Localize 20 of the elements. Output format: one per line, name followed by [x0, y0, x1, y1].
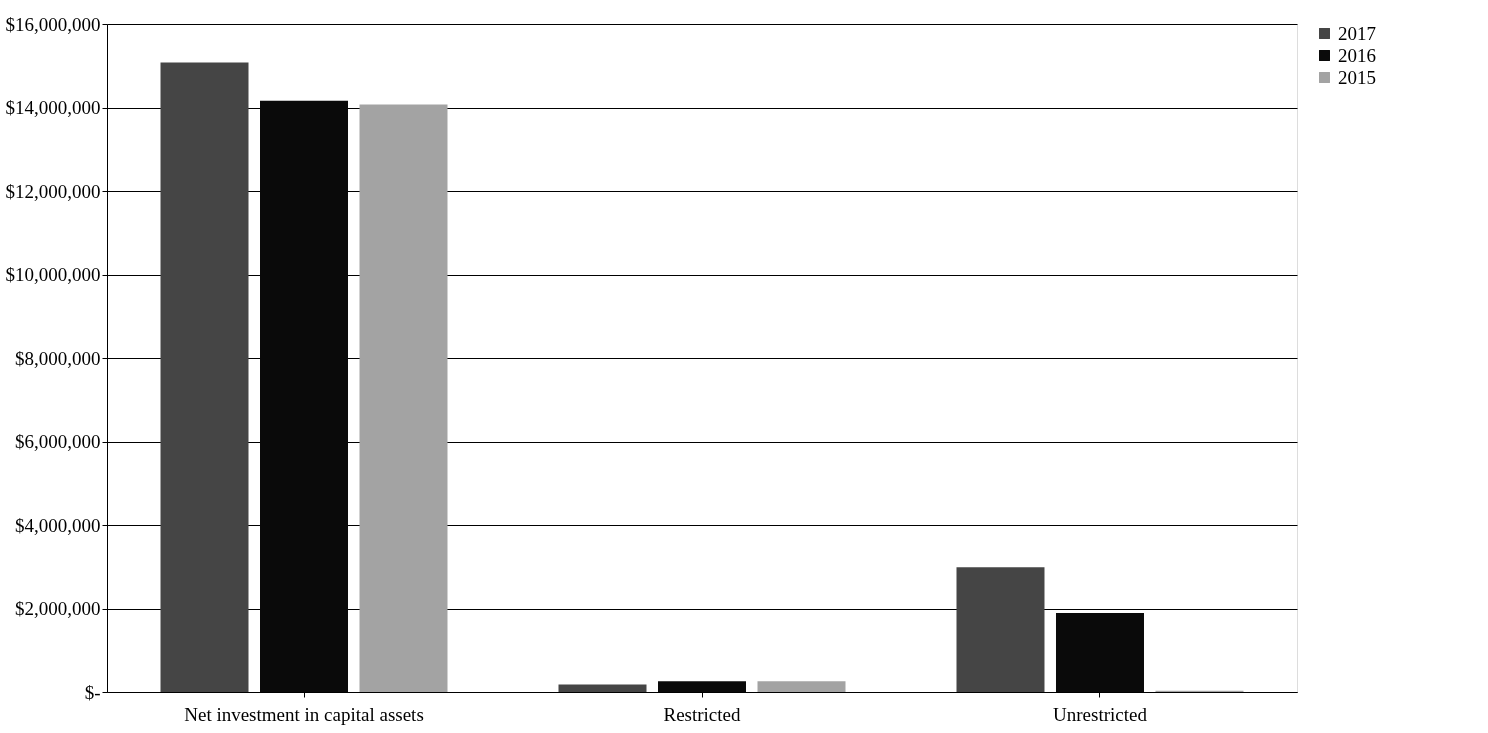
- y-tick-label: $8,000,000: [15, 347, 101, 369]
- legend-label: 2017: [1338, 22, 1376, 44]
- y-tick-label: $-: [84, 681, 101, 703]
- x-tick-label: Net investment in capital assets: [184, 703, 424, 725]
- y-tick-label: $16,000,000: [5, 13, 101, 35]
- legend-label: 2016: [1338, 44, 1376, 66]
- y-tick-label: $2,000,000: [15, 598, 101, 619]
- bar: [359, 104, 448, 692]
- y-tick-label: $4,000,000: [15, 514, 101, 536]
- legend-label: 2015: [1338, 66, 1376, 88]
- y-tick-label: $6,000,000: [15, 431, 101, 452]
- bar: [558, 684, 647, 692]
- bar: [956, 567, 1045, 692]
- x-tick-label: Restricted: [663, 703, 742, 725]
- y-tick-label: $12,000,000: [5, 180, 101, 202]
- bar: [757, 681, 846, 692]
- x-tick-label: Unrestricted: [1053, 703, 1148, 725]
- y-tick-label: $10,000,000: [5, 264, 101, 285]
- bar: [160, 62, 249, 692]
- y-tick-label: $14,000,000: [5, 97, 101, 118]
